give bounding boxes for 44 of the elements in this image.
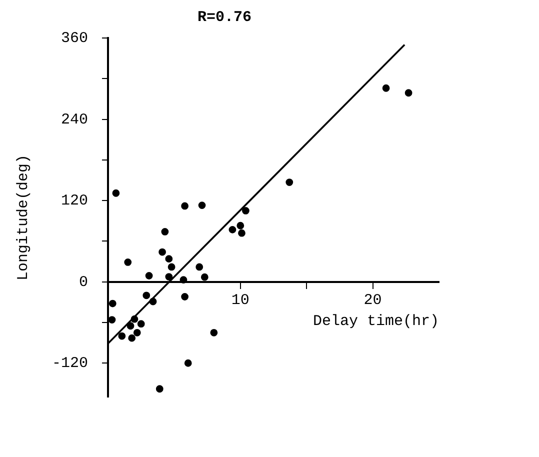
point xyxy=(128,334,136,342)
y-tick-label: 240 xyxy=(60,111,88,128)
point xyxy=(165,273,173,280)
x-tick-label: 10 xyxy=(231,292,250,309)
point xyxy=(236,222,244,230)
point xyxy=(161,228,169,236)
y-tick-label: 0 xyxy=(78,274,88,291)
point xyxy=(181,293,188,300)
y-tick-label: -120 xyxy=(52,355,88,372)
point xyxy=(404,89,412,97)
x-tick-label: 20 xyxy=(364,292,382,309)
point xyxy=(142,292,150,300)
point xyxy=(168,263,176,271)
point xyxy=(238,229,246,237)
point xyxy=(130,315,138,323)
point xyxy=(196,263,204,271)
point xyxy=(156,385,164,393)
point xyxy=(184,359,192,367)
point xyxy=(286,178,294,186)
point xyxy=(112,189,120,197)
point xyxy=(158,248,166,256)
y-axis-title: Longitude(deg) xyxy=(14,154,32,281)
point xyxy=(108,300,116,308)
point xyxy=(118,332,126,340)
point xyxy=(165,255,173,263)
point xyxy=(200,273,208,281)
chart-title: R=0.76 xyxy=(197,8,252,26)
point xyxy=(124,258,132,266)
point xyxy=(133,328,141,336)
y-tick-label: 360 xyxy=(60,30,88,47)
point xyxy=(198,202,206,210)
point xyxy=(108,316,116,324)
point xyxy=(137,320,145,328)
point xyxy=(228,226,236,234)
y-tick-label: 120 xyxy=(60,192,88,210)
point xyxy=(242,207,250,214)
point xyxy=(181,202,188,210)
point xyxy=(126,322,134,330)
point xyxy=(382,84,390,92)
point xyxy=(210,328,218,336)
point xyxy=(145,272,153,280)
x-axis-title: Delay time(hr) xyxy=(312,312,439,330)
point xyxy=(180,276,188,284)
point xyxy=(149,298,157,306)
